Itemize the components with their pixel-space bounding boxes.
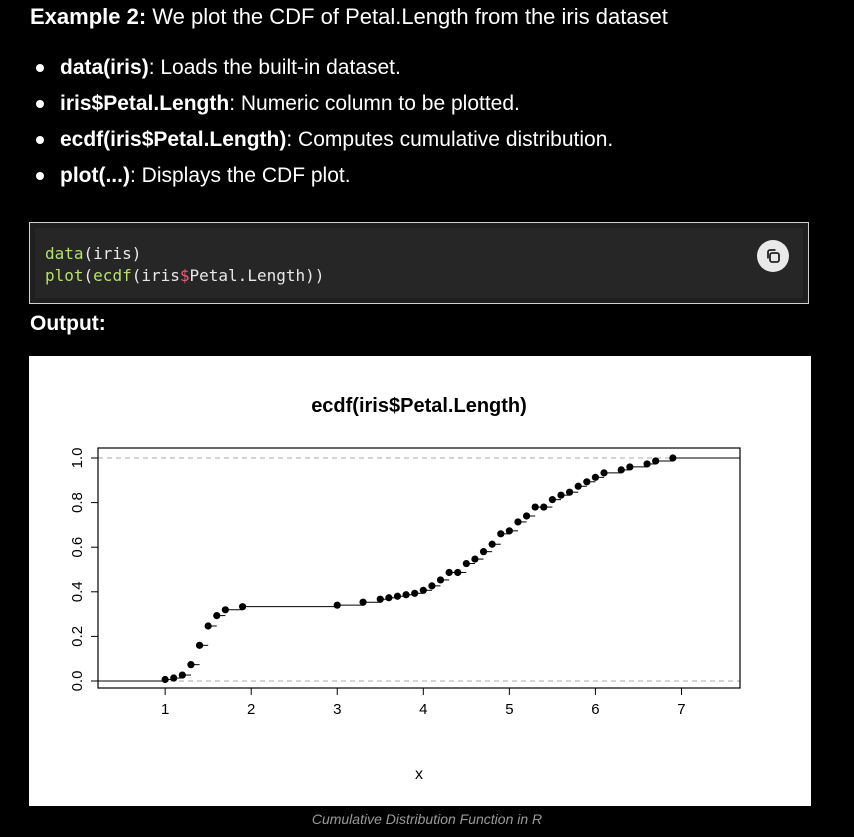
y-tick-label: 1.0 [69,448,86,469]
ecdf-plot: ecdf(iris$Petal.Length) x 1 2 3 4 5 6 7 0.0 0.2 0… [69,395,741,783]
code-text: (iris) [83,244,142,263]
data-point [170,674,178,682]
x-tick-label: 4 [419,701,427,718]
list-item-term: plot(...) [60,164,130,187]
data-point [161,675,169,684]
code-text: Petal.Length)) [189,266,325,285]
code-text: ( [83,266,94,285]
y-tick-label: 0.4 [69,581,86,602]
data-point [359,598,367,606]
data-point [566,488,574,496]
y-tick-label: 0.6 [69,537,86,558]
plot-box [97,447,741,689]
list-item: data(iris): Loads the built-in dataset. [30,50,613,86]
data-point [221,606,229,614]
data-point [436,576,445,584]
list-item: ecdf(iris$Petal.Length): Computes cumula… [30,122,613,158]
data-point [178,671,186,679]
data-point [531,503,539,511]
data-point [626,463,634,471]
data-point [574,482,582,490]
code-line-1[interactable]: data(iris) [45,244,141,263]
data-point [402,591,410,599]
code-function: data [45,244,84,263]
code-area[interactable]: data(iris) plot(ecdf(iris$Petal.Length)) [35,228,803,298]
x-tick-label: 5 [505,701,513,718]
code-operator: $ [179,266,190,285]
code-function: plot [45,266,84,285]
list-item-desc: : Loads the built-in dataset. [148,56,401,79]
copy-button[interactable] [757,240,789,272]
data-point [600,469,608,477]
data-point [213,611,221,620]
section-heading: Example 2: We plot the CDF of Petal.Leng… [30,4,668,30]
data-point [522,512,531,520]
data-point [428,582,436,590]
figure-caption: Cumulative Distribution Function in R [311,811,543,827]
data-point [187,661,195,669]
data-point [445,568,453,577]
x-tick-label: 2 [247,701,255,718]
x-axis-label: x [415,766,423,783]
y-tick-label: 0.0 [69,671,86,692]
data-point [591,473,600,481]
list-item: plot(...): Displays the CDF plot. [30,158,613,194]
data-point [514,518,522,526]
data-point [643,460,651,468]
list-item-term: iris$Petal.Length [60,92,230,115]
x-tick-label: 6 [591,701,599,718]
data-point [669,454,677,462]
data-point [385,594,393,602]
list-item-term: data(iris) [60,56,149,79]
plot-image: ecdf(iris$Petal.Length) x 1 2 3 4 5 6 7 0.0 0.2 0… [29,356,811,806]
data-point [376,595,384,603]
data-point [617,466,625,474]
list-item-term: ecdf(iris$Petal.Length) [60,128,287,151]
x-tick-label: 7 [677,701,685,718]
copy-icon [767,249,780,263]
code-function: ecdf [93,266,132,285]
data-point [488,540,496,548]
data-point [333,601,341,609]
data-point [419,586,427,594]
data-point [454,568,462,577]
list-item-desc: : Numeric column to be plotted. [229,92,520,115]
code-text: (iris [131,266,180,285]
output-label: Output: [30,312,106,335]
data-point [505,527,513,535]
x-tick-label: 3 [333,701,341,718]
list-item-desc: : Computes cumulative distribution. [286,128,614,151]
data-point [195,641,204,649]
data-point [557,491,565,499]
data-point [548,496,556,504]
data-point [497,530,505,538]
code-block[interactable]: data(iris) plot(ecdf(iris$Petal.Length)) [29,222,809,304]
data-point [471,555,479,563]
data-point [583,478,591,486]
heading-text: We plot the CDF of Petal.Length from the… [146,4,668,29]
heading-bold: Example 2: [30,4,147,29]
data-point [238,603,247,611]
list-item-desc: : Displays the CDF plot. [129,164,351,187]
data-point [411,589,419,597]
data-point [540,503,548,511]
explanation-list: data(iris): Loads the built-in dataset. … [30,50,613,194]
data-point [462,559,470,568]
code-line-2[interactable]: plot(ecdf(iris$Petal.Length)) [45,266,324,285]
y-tick-label: 0.8 [69,492,86,513]
x-tick-label: 1 [161,701,169,718]
data-point [393,592,402,600]
data-point [204,622,212,630]
y-tick-label: 0.2 [69,626,86,647]
plot-title: ecdf(iris$Petal.Length) [311,395,527,417]
data-point [652,457,660,465]
data-point [479,548,488,556]
list-item: iris$Petal.Length: Numeric column to be … [30,86,613,122]
